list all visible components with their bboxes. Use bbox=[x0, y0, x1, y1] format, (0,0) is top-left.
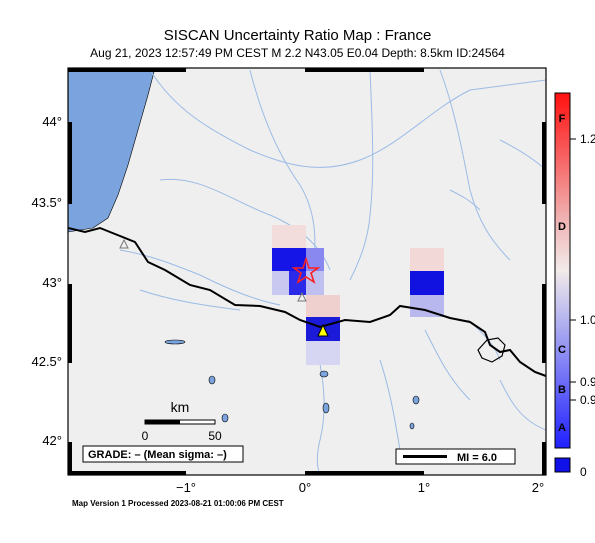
uncertainty-cells bbox=[272, 225, 444, 365]
andorra-border bbox=[477, 337, 506, 363]
mi-box: MI = 6.0 bbox=[395, 448, 516, 465]
grade-letter: C bbox=[558, 344, 566, 356]
scale-tick: 50 bbox=[208, 429, 222, 443]
map-version-footer: Map Version 1 Processed 2023-08-21 01:00… bbox=[72, 499, 284, 508]
map-frame-ticks bbox=[68, 68, 546, 475]
grade-letter: A bbox=[558, 422, 566, 434]
grade-letter: D bbox=[558, 221, 566, 233]
grade-box: GRADE: – (Mean sigma: –) bbox=[82, 445, 244, 463]
lat-label: 43° bbox=[42, 275, 62, 290]
longitude-labels: −1° 0° 1° 2° bbox=[176, 480, 544, 495]
colorbar-value: 0.9 bbox=[580, 375, 595, 389]
grade-letter: B bbox=[558, 384, 566, 396]
lat-label: 42.5° bbox=[31, 354, 62, 369]
colorbar-value: 0 bbox=[580, 465, 587, 479]
lon-label: 0° bbox=[299, 480, 311, 495]
colorbar-value: 1.2 bbox=[580, 132, 595, 146]
lakes bbox=[164, 339, 420, 430]
ocean bbox=[68, 68, 155, 232]
station-icon bbox=[119, 238, 129, 249]
lat-label: 44° bbox=[42, 114, 62, 129]
epicenter-star-icon bbox=[291, 256, 321, 284]
lon-label: 2° bbox=[532, 480, 544, 495]
grade-text: GRADE: – (Mean sigma: –) bbox=[88, 449, 227, 461]
national-border bbox=[68, 226, 546, 377]
mi-text: MI = 6.0 bbox=[457, 452, 497, 464]
station-icon bbox=[317, 323, 329, 337]
lat-label: 42° bbox=[42, 433, 62, 448]
scale-bar: km 0 50 bbox=[142, 399, 222, 443]
grade-letter: F bbox=[559, 113, 566, 125]
map-title: SISCAN Uncertainty Ratio Map : France bbox=[163, 27, 432, 44]
event-info: Aug 21, 2023 12:57:49 PM CEST M 2.2 N43.… bbox=[90, 46, 505, 60]
colorbar-value: 1.0 bbox=[580, 313, 595, 327]
scale-tick: 0 bbox=[142, 429, 149, 443]
station-icon bbox=[297, 291, 307, 302]
lon-label: 1° bbox=[418, 480, 430, 495]
scale-unit: km bbox=[171, 399, 190, 415]
latitude-labels: 44° 43.5° 43° 42.5° 42° bbox=[31, 114, 62, 448]
lat-label: 43.5° bbox=[31, 195, 62, 210]
colorbar: F D C B A 1.2 1.0 0.9 0.9 0 bbox=[554, 92, 595, 479]
colorbar-value: 0.9 bbox=[580, 393, 595, 407]
lon-label: −1° bbox=[176, 480, 196, 495]
